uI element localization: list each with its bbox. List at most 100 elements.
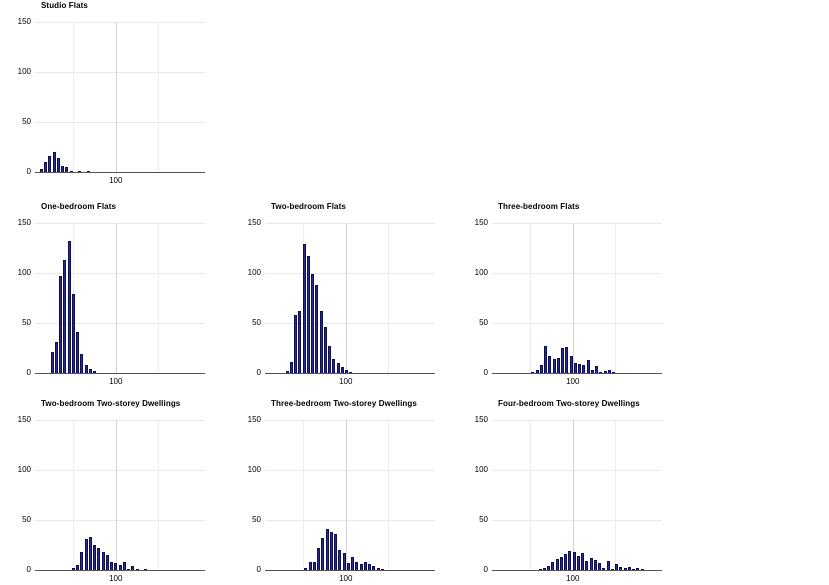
chart-title: Studio Flats xyxy=(41,1,88,10)
histogram-bar xyxy=(542,568,546,570)
y-gridline xyxy=(35,470,205,471)
histogram-bar xyxy=(114,563,118,570)
x-axis-tick-label: 100 xyxy=(566,377,580,386)
x-axis-tick-label: 100 xyxy=(109,377,123,386)
chart-title: Four-bedroom Two-storey Dwellings xyxy=(498,399,640,408)
histogram-bar xyxy=(568,551,572,570)
x-gridline xyxy=(573,223,574,373)
histogram-bar xyxy=(39,169,43,172)
x-axis-line xyxy=(492,570,662,571)
histogram-bar xyxy=(586,360,590,373)
histogram-bar xyxy=(317,548,320,570)
histogram-bar xyxy=(607,370,611,373)
y-axis-tick-label: 150 xyxy=(474,415,488,424)
y-gridline xyxy=(35,420,205,421)
histogram-bar xyxy=(328,346,332,373)
histogram-bar xyxy=(336,363,340,373)
histogram-bar xyxy=(598,563,601,570)
y-axis-tick-label: 50 xyxy=(479,515,488,524)
y-axis-tick-label: 150 xyxy=(17,218,31,227)
histogram-bar xyxy=(44,162,48,172)
histogram-bar xyxy=(65,167,69,172)
histogram-bar xyxy=(131,566,135,570)
plot-area xyxy=(265,223,435,374)
histogram-bar xyxy=(304,568,308,570)
histogram-bar xyxy=(135,569,139,570)
histogram-bar xyxy=(122,562,126,570)
histogram-bar xyxy=(84,539,88,570)
y-axis-tick-label: 100 xyxy=(17,465,31,474)
histogram-bar xyxy=(342,553,346,570)
histogram-bar xyxy=(306,256,310,373)
histogram-bar xyxy=(572,552,576,570)
histogram-bar xyxy=(93,371,96,373)
histogram-panel-three-bedroom-flats: Three-bedroom Flats 0 50 100 150 100 xyxy=(457,201,683,401)
y-gridline xyxy=(35,273,205,274)
histogram-bar xyxy=(105,555,109,570)
histogram-bar xyxy=(110,562,113,570)
y-axis-tick-label: 50 xyxy=(22,515,31,524)
x-axis-tick-label: 100 xyxy=(109,574,123,583)
histogram-bar xyxy=(615,564,618,570)
x-gridline xyxy=(116,420,117,570)
histogram-bar xyxy=(368,564,371,570)
histogram-bar xyxy=(578,364,581,373)
y-gridline xyxy=(492,420,662,421)
y-axis-tick-label: 0 xyxy=(26,167,31,176)
histogram-bar xyxy=(321,538,325,570)
chart-title: One-bedroom Flats xyxy=(41,202,117,211)
histogram-bar xyxy=(71,294,75,373)
histogram-bar xyxy=(363,562,367,570)
plot-area xyxy=(492,223,662,374)
histogram-bar xyxy=(88,369,92,373)
histogram-bar xyxy=(311,274,315,373)
histogram-bar xyxy=(76,565,79,570)
y-axis-tick-label: 50 xyxy=(252,318,261,327)
x-axis-tick-label: 100 xyxy=(339,574,353,583)
histogram-bar xyxy=(351,557,354,570)
y-axis-tick-label: 50 xyxy=(252,515,261,524)
histogram-bar xyxy=(54,342,58,373)
histogram-bar xyxy=(612,372,615,373)
histogram-bar xyxy=(544,346,547,373)
y-axis-tick-label: 150 xyxy=(247,415,261,424)
x-gridline xyxy=(346,420,347,570)
y-gridline xyxy=(492,520,662,521)
histogram-bar xyxy=(59,276,62,373)
x-gridline xyxy=(530,223,531,373)
x-axis-tick-label: 100 xyxy=(339,377,353,386)
y-gridline xyxy=(265,323,435,324)
histogram-bar xyxy=(576,556,580,570)
y-axis-tick-label: 0 xyxy=(26,368,31,377)
y-gridline xyxy=(492,273,662,274)
y-gridline xyxy=(265,520,435,521)
y-axis-tick-label: 0 xyxy=(483,368,488,377)
histogram-panel-three-bedroom-two-storey-dwellings: Three-bedroom Two-storey Dwellings 0 50 100… xyxy=(230,398,456,585)
histogram-bar xyxy=(63,260,67,373)
histogram-bar xyxy=(581,553,584,570)
histogram-bar xyxy=(323,327,327,373)
plot-area xyxy=(35,223,205,374)
histogram-bar xyxy=(315,285,319,373)
histogram-bar xyxy=(334,534,337,570)
histogram-panel-two-bedroom-two-storey-dwellings: Two-bedroom Two-storey Dwellings 0 50 100 15… xyxy=(0,398,226,585)
histogram-bar xyxy=(93,545,96,570)
histogram-bar xyxy=(372,566,376,570)
histogram-bar xyxy=(552,359,556,373)
histogram-bar xyxy=(590,370,594,373)
histogram-bar xyxy=(623,568,627,570)
histogram-bar xyxy=(610,569,614,570)
histogram-bar xyxy=(595,366,598,373)
histogram-bar xyxy=(539,365,543,373)
y-axis-tick-label: 50 xyxy=(479,318,488,327)
x-gridline xyxy=(573,420,574,570)
histogram-bar xyxy=(551,562,555,570)
histogram-bar xyxy=(599,372,603,373)
histogram-bar xyxy=(76,332,79,373)
histogram-bar xyxy=(69,171,73,172)
histogram-bar xyxy=(559,557,563,570)
histogram-bar xyxy=(52,152,56,172)
histogram-bar xyxy=(127,569,130,570)
histogram-bar xyxy=(302,244,306,373)
